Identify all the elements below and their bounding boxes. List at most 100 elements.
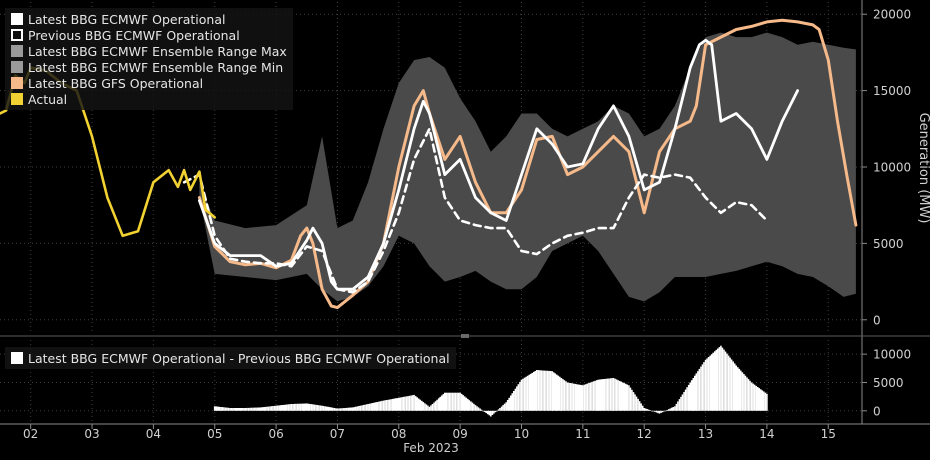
legend-swatch-latest-ecmwf xyxy=(11,13,23,25)
y-tick-label: 0 xyxy=(873,404,881,418)
difference-bar xyxy=(414,396,417,411)
legend-label-ensemble-max: Latest BBG ECMWF Ensemble Range Max xyxy=(28,43,287,59)
difference-bar xyxy=(534,371,537,411)
x-tick-label: 10 xyxy=(514,427,529,441)
difference-bar xyxy=(364,404,366,411)
difference-bar xyxy=(557,375,560,411)
difference-bar xyxy=(388,399,391,411)
difference-bar xyxy=(243,408,245,411)
difference-bar xyxy=(749,380,751,411)
difference-bar xyxy=(358,406,360,411)
difference-bar xyxy=(284,404,287,411)
difference-bar xyxy=(287,404,290,411)
difference-bar xyxy=(571,383,573,411)
difference-bar xyxy=(375,402,377,411)
difference-bar xyxy=(542,370,544,411)
difference-bar xyxy=(519,381,521,411)
difference-bar xyxy=(761,390,764,411)
difference-bar xyxy=(401,397,403,411)
legend-item-previous-ecmwf: Previous BBG ECMWF Operational xyxy=(11,27,287,43)
difference-bar xyxy=(398,397,400,411)
legend-swatch-difference xyxy=(11,352,23,364)
difference-bar xyxy=(746,377,748,411)
legend-swatch-previous-ecmwf xyxy=(11,29,23,41)
difference-bar xyxy=(315,404,317,411)
difference-bar xyxy=(473,403,475,411)
y-tick-label: 0 xyxy=(873,313,881,327)
difference-bar xyxy=(760,389,762,411)
difference-bar xyxy=(625,383,627,411)
difference-bar xyxy=(421,400,423,411)
difference-bar xyxy=(552,372,555,411)
difference-bar xyxy=(341,408,343,411)
difference-bar xyxy=(448,392,451,411)
difference-bar xyxy=(482,410,484,412)
difference-bar xyxy=(365,404,368,411)
difference-bar xyxy=(531,372,533,411)
difference-bar xyxy=(640,403,642,411)
difference-bar xyxy=(471,402,474,411)
difference-bar xyxy=(603,379,606,411)
difference-bar xyxy=(442,394,445,411)
y-axis-title: Generation (MW) xyxy=(916,113,930,224)
difference-bar xyxy=(263,407,265,411)
difference-bar xyxy=(516,386,518,411)
difference-bar xyxy=(362,405,365,411)
difference-bar xyxy=(430,405,432,411)
difference-bar xyxy=(477,407,480,411)
difference-bar xyxy=(298,403,300,411)
difference-bar xyxy=(227,407,230,411)
difference-bar xyxy=(289,404,291,411)
difference-bar xyxy=(652,410,655,412)
difference-bar xyxy=(361,405,363,411)
difference-bar xyxy=(241,408,244,411)
difference-bar xyxy=(595,380,598,411)
difference-bar xyxy=(370,403,372,411)
difference-bar xyxy=(468,400,471,411)
difference-bar xyxy=(714,351,716,411)
difference-bar xyxy=(741,372,744,411)
difference-bar xyxy=(597,379,599,411)
difference-bar xyxy=(529,373,532,411)
difference-bar xyxy=(307,403,310,411)
difference-bar xyxy=(376,402,379,411)
difference-legend: Latest BBG ECMWF Operational - Previous … xyxy=(5,347,456,369)
difference-bar xyxy=(278,405,280,411)
difference-bar xyxy=(677,401,679,411)
difference-bar xyxy=(483,410,486,412)
difference-bar xyxy=(651,410,653,412)
difference-bar xyxy=(648,409,650,411)
y-tick-label: 10000 xyxy=(873,348,911,362)
difference-bar xyxy=(410,395,412,411)
difference-bar xyxy=(217,406,219,411)
difference-bar xyxy=(497,409,500,411)
difference-bar xyxy=(626,384,629,411)
difference-bar xyxy=(568,382,570,411)
difference-bar xyxy=(384,400,386,411)
difference-bar xyxy=(267,406,270,411)
difference-bar xyxy=(416,397,418,411)
difference-bar xyxy=(755,385,757,411)
difference-bar xyxy=(686,387,688,411)
difference-bar xyxy=(658,410,661,414)
difference-bar xyxy=(548,370,550,411)
difference-bar xyxy=(253,407,256,411)
difference-bar xyxy=(485,410,487,414)
difference-bar xyxy=(680,396,682,411)
difference-bar xyxy=(324,406,326,411)
panel-resize-handle[interactable] xyxy=(461,334,469,338)
difference-bar xyxy=(660,410,662,413)
x-tick-label: 11 xyxy=(575,427,590,441)
difference-bar xyxy=(506,400,509,411)
difference-bar xyxy=(359,405,362,411)
difference-bar xyxy=(707,357,710,411)
difference-bar xyxy=(379,401,382,411)
difference-bar xyxy=(546,370,549,411)
difference-bar xyxy=(413,394,415,411)
difference-bar xyxy=(352,407,354,411)
difference-bar xyxy=(240,408,242,411)
difference-bar xyxy=(692,378,695,411)
legend-item-ensemble-max: Latest BBG ECMWF Ensemble Range Max xyxy=(11,43,287,59)
difference-bar xyxy=(526,375,529,411)
